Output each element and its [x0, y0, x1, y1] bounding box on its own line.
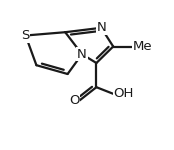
Text: Me: Me — [132, 40, 152, 53]
Text: N: N — [96, 21, 106, 34]
Text: O: O — [69, 94, 80, 107]
Text: S: S — [21, 29, 30, 42]
Text: N: N — [77, 48, 87, 61]
Text: OH: OH — [113, 87, 134, 100]
